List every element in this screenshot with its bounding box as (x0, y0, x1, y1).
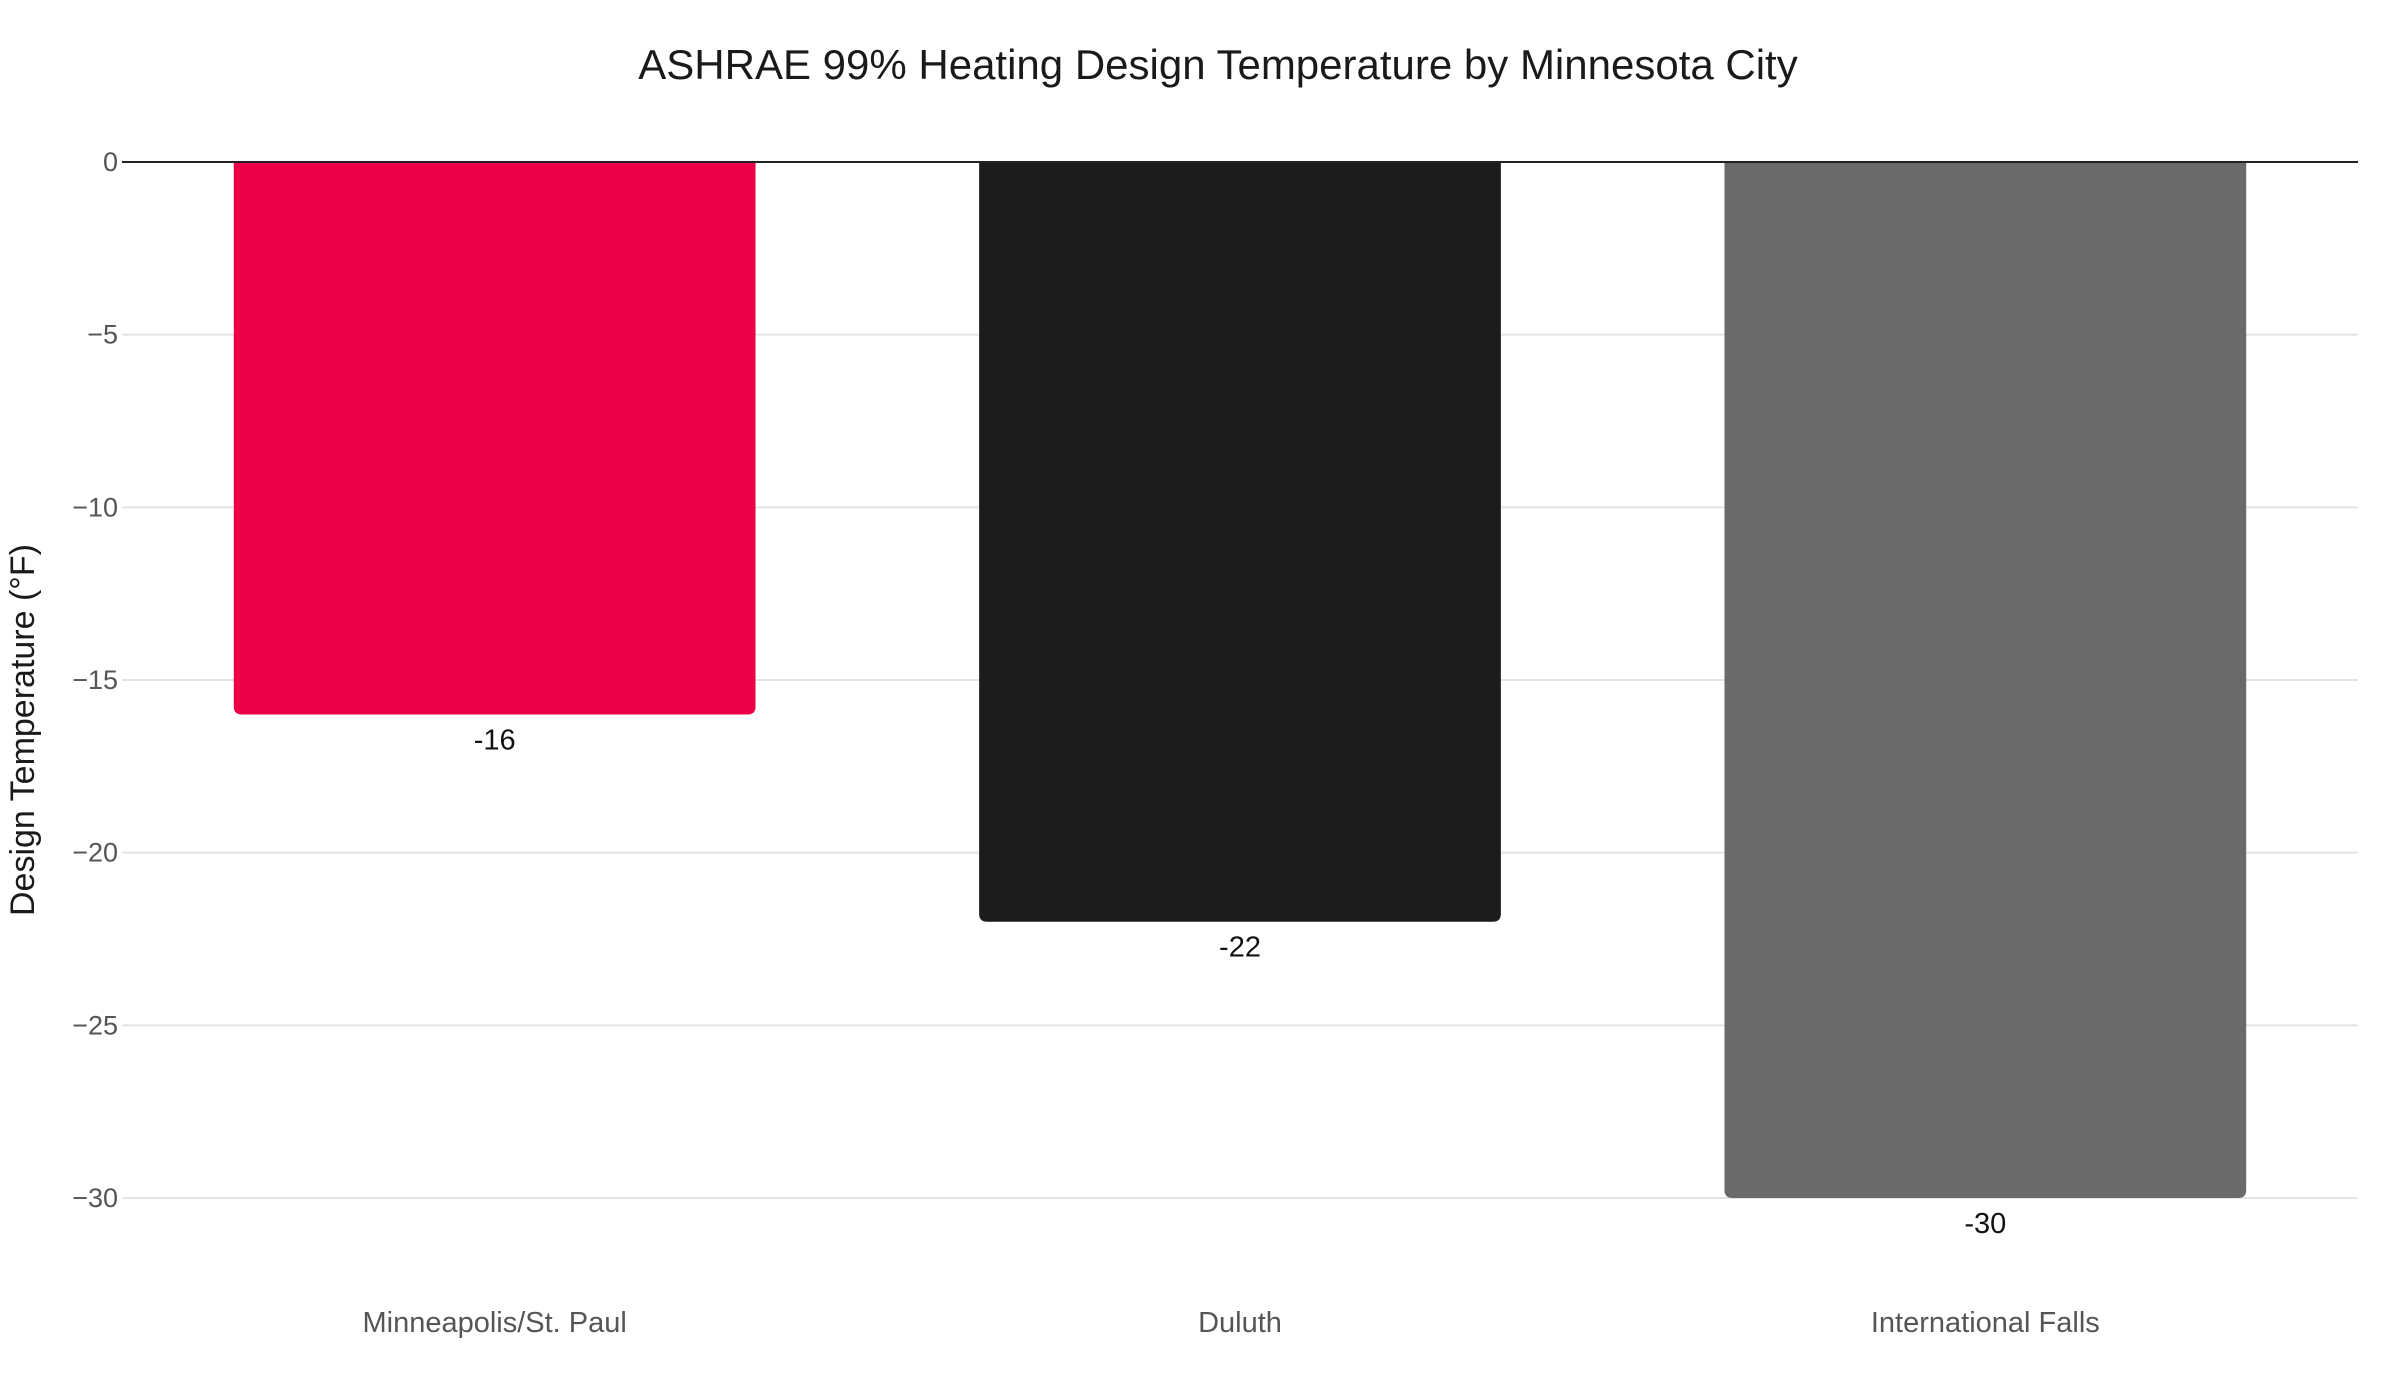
x-tick-label: International Falls (1871, 1307, 2100, 1339)
x-tick-label: Duluth (1198, 1307, 1282, 1339)
y-axis-title: Design Temperature (°F) (4, 544, 42, 916)
data-label: -16 (474, 725, 516, 757)
data-label: -22 (1219, 932, 1261, 964)
x-axis-ticks: Minneapolis/St. Paul Duluth International … (362, 1307, 2099, 1339)
y-tick-label: −10 (72, 492, 118, 522)
y-tick-label: −30 (72, 1183, 118, 1213)
x-tick-label: Minneapolis/St. Paul (362, 1307, 626, 1339)
bar-1 (979, 162, 1501, 922)
y-tick-label: −15 (72, 665, 118, 695)
y-tick-label: −25 (72, 1010, 118, 1040)
bar-2 (1724, 162, 2247, 1198)
y-tick-label: −20 (72, 838, 118, 868)
data-labels: -16 -22 -30 (474, 725, 2007, 1240)
y-tick-label: 0 (103, 147, 118, 177)
bars (233, 162, 2247, 1198)
bar-0 (233, 162, 756, 715)
y-axis-ticks: 0 −5 −10 −15 −20 −25 −30 (72, 147, 118, 1213)
chart-title: ASHRAE 99% Heating Design Temperature by… (638, 41, 1797, 88)
y-tick-label: −5 (87, 320, 118, 350)
data-label: -30 (1964, 1208, 2006, 1240)
